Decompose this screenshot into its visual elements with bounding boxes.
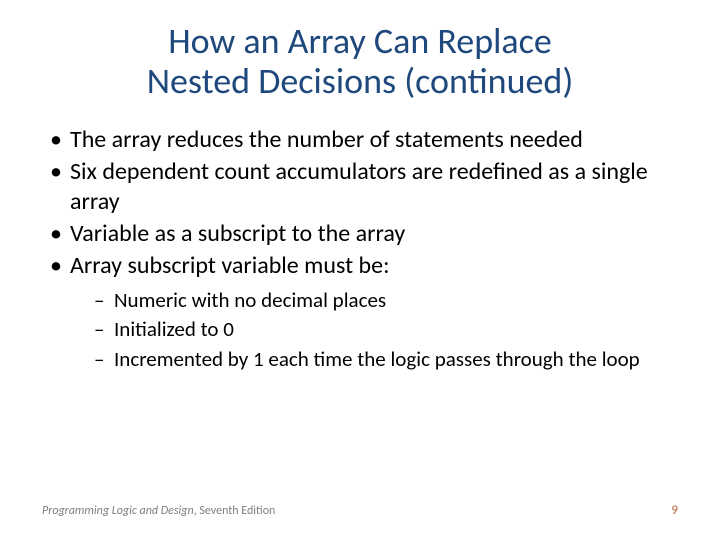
title-line-1: How an Array Can Replace xyxy=(168,19,552,63)
sub-bullet-text: Initialized to 0 xyxy=(114,316,234,342)
bullet-text: Variable as a subscript to the array xyxy=(70,219,405,248)
bullet-text: Array subscript variable must be: xyxy=(70,251,390,280)
slide-container: How an Array Can Replace Nested Decision… xyxy=(0,0,720,540)
bullet-list: The array reduces the number of statemen… xyxy=(44,125,678,373)
slide-body: The array reduces the number of statemen… xyxy=(42,125,678,373)
footer-source: Programming Logic and Design, Seventh Ed… xyxy=(42,504,275,518)
footer-edition: , Seventh Edition xyxy=(194,504,276,518)
bullet-text: The array reduces the number of statemen… xyxy=(70,125,583,154)
list-item: Array subscript variable must be: Numeri… xyxy=(44,251,678,373)
sub-bullet-text: Numeric with no decimal places xyxy=(114,287,386,313)
footer-book-title: Programming Logic and Design xyxy=(42,504,194,518)
list-item: Incremented by 1 each time the logic pas… xyxy=(92,346,678,373)
list-item: Six dependent count accumulators are red… xyxy=(44,157,678,217)
list-item: Numeric with no decimal places xyxy=(92,287,678,314)
list-item: Variable as a subscript to the array xyxy=(44,219,678,249)
sub-bullet-list: Numeric with no decimal places Initializ… xyxy=(70,287,678,373)
bullet-text: Six dependent count accumulators are red… xyxy=(70,157,648,216)
slide-title: How an Array Can Replace Nested Decision… xyxy=(42,22,678,101)
list-item: The array reduces the number of statemen… xyxy=(44,125,678,155)
title-line-2: Nested Decisions (continued) xyxy=(147,59,574,103)
sub-bullet-text: Incremented by 1 each time the logic pas… xyxy=(114,346,640,372)
slide-footer: Programming Logic and Design, Seventh Ed… xyxy=(42,503,678,518)
list-item: Initialized to 0 xyxy=(92,316,678,343)
page-number: 9 xyxy=(671,503,678,518)
